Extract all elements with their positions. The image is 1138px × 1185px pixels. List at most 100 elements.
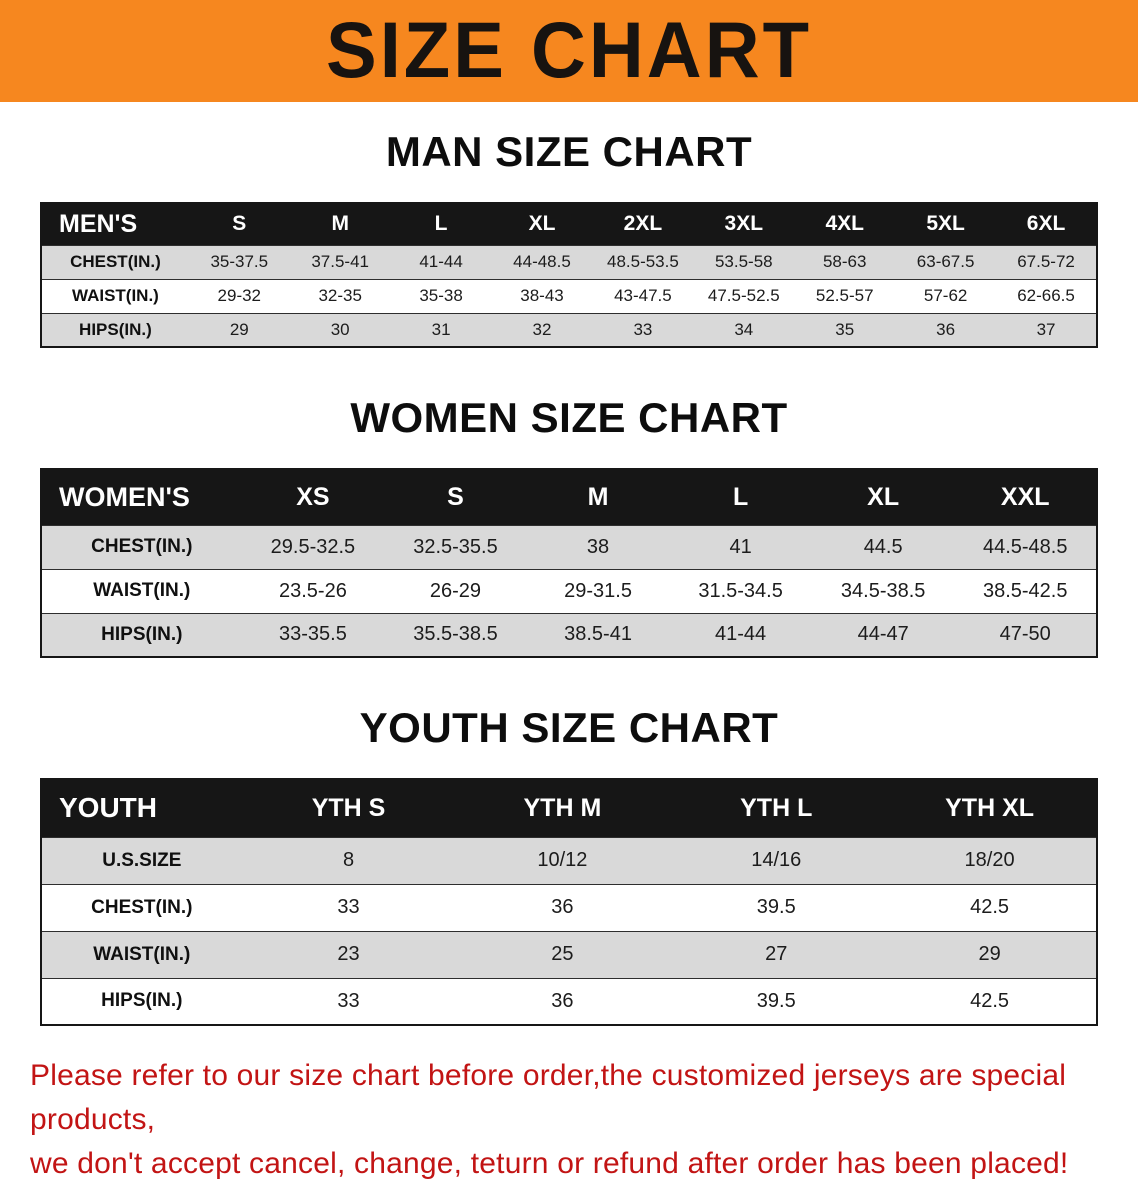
banner-title: SIZE CHART [326, 6, 812, 95]
men-size-table: MEN'S S M L XL 2XL 3XL 4XL 5XL 6XL CHEST(IN.) 35-37… [40, 202, 1098, 348]
measurement-value: 31.5-34.5 [669, 568, 812, 613]
measurement-value: 67.5-72 [996, 244, 1097, 279]
measurement-value: 41 [669, 524, 812, 569]
measurement-value: 47-50 [954, 612, 1097, 657]
measurement-value: 30 [289, 312, 391, 347]
youth-table-row: CHEST(IN.) 33 36 39.5 42.5 [41, 883, 1097, 931]
disclaimer: Please refer to our size chart before or… [30, 1054, 1112, 1185]
women-table-title: WOMEN'S [41, 469, 242, 525]
measurement-value: 35-37.5 [188, 244, 290, 279]
youth-size-column-header: YTH S [241, 779, 456, 837]
measurement-value: 38.5-42.5 [954, 568, 1097, 613]
men-size-column-header: S [188, 203, 290, 245]
measurement-value: 38-43 [491, 278, 593, 313]
measurement-value: 32-35 [289, 278, 391, 313]
youth-size-column-header: YTH M [455, 779, 670, 837]
measurement-value: 18/20 [883, 836, 1097, 884]
men-size-chart-heading: MAN SIZE CHART [385, 128, 753, 175]
measurement-value: 33 [241, 883, 456, 931]
measurement-value: 42.5 [883, 977, 1097, 1025]
men-size-column-header: M [289, 203, 391, 245]
measurement-value: 32.5-35.5 [384, 524, 527, 569]
measurement-value: 53.5-58 [693, 244, 795, 279]
measurement-value: 39.5 [669, 977, 884, 1025]
measurement-value: 44.5-48.5 [954, 524, 1097, 569]
measurement-value: 31 [390, 312, 492, 347]
measurement-label: CHEST(IN.) [41, 883, 242, 931]
measurement-value: 33 [241, 977, 456, 1025]
measurement-value: 58-63 [794, 244, 896, 279]
measurement-value: 34.5-38.5 [811, 568, 955, 613]
women-size-column-header: S [384, 469, 527, 525]
sections: MAN SIZE CHART MEN'S S M L XL 2XL 3XL 4XL 5XL 6XL C… [0, 128, 1138, 1026]
measurement-value: 29 [883, 930, 1097, 978]
men-table-row: HIPS(IN.) 29 30 31 32 33 34 35 36 37 [41, 312, 1097, 347]
men-size-column-header: 6XL [996, 203, 1097, 245]
women-table-row: WAIST(IN.) 23.5-26 26-29 29-31.5 31.5-34.5 34… [41, 568, 1097, 613]
women-size-column-header: M [526, 469, 670, 525]
youth-size-column-header: YTH L [669, 779, 884, 837]
measurement-value: 29.5-32.5 [241, 524, 385, 569]
measurement-value: 25 [455, 930, 670, 978]
women-size-column-header: XL [811, 469, 955, 525]
women-size-table: WOMEN'S XS S M L XL XXL CHEST(IN.) 29.5-32.5 32.5… [40, 468, 1098, 658]
measurement-label: WAIST(IN.) [41, 278, 189, 313]
measurement-value: 38 [526, 524, 670, 569]
size-chart-banner: SIZE CHART [0, 0, 1138, 102]
measurement-value: 44-47 [811, 612, 955, 657]
measurement-value: 29-31.5 [526, 568, 670, 613]
measurement-value: 52.5-57 [794, 278, 896, 313]
measurement-value: 63-67.5 [895, 244, 997, 279]
men-table-title: MEN'S [41, 203, 189, 245]
measurement-label: HIPS(IN.) [41, 312, 189, 347]
men-size-column-header: 2XL [592, 203, 694, 245]
youth-table-row: HIPS(IN.) 33 36 39.5 42.5 [41, 977, 1097, 1025]
measurement-value: 44.5 [811, 524, 955, 569]
youth-table-row: WAIST(IN.) 23 25 27 29 [41, 930, 1097, 978]
women-table-row: HIPS(IN.) 33-35.5 35.5-38.5 38.5-41 41-44 44-… [41, 612, 1097, 657]
measurement-value: 57-62 [895, 278, 997, 313]
men-size-column-header: 3XL [693, 203, 795, 245]
measurement-value: 47.5-52.5 [693, 278, 795, 313]
youth-header-row: YOUTH YTH S YTH M YTH L YTH XL [41, 779, 1097, 837]
men-table-row: CHEST(IN.) 35-37.5 37.5-41 41-44 44-48.5 48.5… [41, 244, 1097, 279]
measurement-value: 35 [794, 312, 896, 347]
disclaimer-line-2: we don't accept cancel, change, teturn o… [30, 1146, 1069, 1180]
women-size-column-header: XXL [954, 469, 1097, 525]
women-section: WOMEN SIZE CHART WOMEN'S XS S M L XL XXL CHEST(I… [0, 394, 1138, 658]
measurement-value: 23 [241, 930, 456, 978]
youth-size-column-header: YTH XL [883, 779, 1097, 837]
men-section: MAN SIZE CHART MEN'S S M L XL 2XL 3XL 4XL 5XL 6XL C… [0, 128, 1138, 348]
measurement-value: 27 [669, 930, 884, 978]
women-size-chart-heading: WOMEN SIZE CHART [350, 394, 788, 441]
women-size-column-header: L [669, 469, 812, 525]
youth-table-row: U.S.SIZE 8 10/12 14/16 18/20 [41, 836, 1097, 884]
men-size-column-header: 4XL [794, 203, 896, 245]
measurement-value: 10/12 [455, 836, 670, 884]
men-size-column-header: XL [491, 203, 593, 245]
measurement-label: WAIST(IN.) [41, 930, 242, 978]
measurement-value: 35-38 [390, 278, 492, 313]
measurement-value: 26-29 [384, 568, 527, 613]
youth-section: YOUTH SIZE CHART YOUTH YTH S YTH M YTH L YTH … [0, 704, 1138, 1026]
measurement-value: 41-44 [669, 612, 812, 657]
youth-table-title: YOUTH [41, 779, 242, 837]
measurement-value: 36 [895, 312, 997, 347]
measurement-value: 41-44 [390, 244, 492, 279]
measurement-value: 48.5-53.5 [592, 244, 694, 279]
measurement-value: 44-48.5 [491, 244, 593, 279]
men-table-row: WAIST(IN.) 29-32 32-35 35-38 38-43 43-47.5 47.… [41, 278, 1097, 313]
measurement-value: 34 [693, 312, 795, 347]
women-table-row: CHEST(IN.) 29.5-32.5 32.5-35.5 38 41 44.5 44.5… [41, 524, 1097, 569]
measurement-label: U.S.SIZE [41, 836, 242, 884]
measurement-value: 42.5 [883, 883, 1097, 931]
measurement-value: 62-66.5 [996, 278, 1097, 313]
measurement-label: HIPS(IN.) [41, 612, 242, 657]
measurement-label: CHEST(IN.) [41, 524, 242, 569]
measurement-label: CHEST(IN.) [41, 244, 189, 279]
men-header-row: MEN'S S M L XL 2XL 3XL 4XL 5XL 6XL [41, 203, 1097, 245]
measurement-value: 38.5-41 [526, 612, 670, 657]
measurement-value: 36 [455, 883, 670, 931]
measurement-value: 33 [592, 312, 694, 347]
measurement-value: 36 [455, 977, 670, 1025]
